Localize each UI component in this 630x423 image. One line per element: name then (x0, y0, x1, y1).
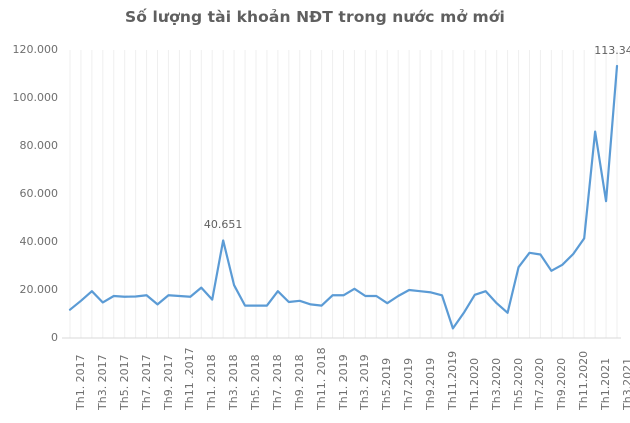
y-axis-tick-label: 120.000 (12, 43, 59, 56)
x-axis-tick-label: Th1.2021 (599, 357, 613, 410)
y-axis-tick-label: 20.000 (19, 283, 59, 296)
x-axis-tick-label: Th7. 2017 (139, 354, 153, 410)
x-axis-tick-label: Th9.2020 (555, 357, 569, 410)
x-axis-tick-label: Th3. 2018 (227, 354, 241, 410)
data-point-label: 40.651 (203, 218, 243, 232)
x-axis-tick-label: Th1. 2019 (336, 354, 350, 410)
x-axis-tick-label: Th7.2019 (402, 357, 416, 410)
x-axis-tick-label: Th5. 2017 (117, 354, 131, 410)
x-axis-tick-label: Th7.2020 (533, 357, 547, 410)
x-axis-tick-label: Th9. 2017 (161, 354, 175, 410)
x-axis-tick-label: Th11.2020 (577, 350, 591, 410)
x-axis-tick-label: Th11.2019 (445, 350, 459, 410)
x-axis-tick-label: Th3.2021 (621, 357, 630, 410)
y-axis-tick-label: 0 (51, 331, 58, 344)
vertical-gridlines (69, 50, 618, 338)
x-axis-tick-label: Th5.2019 (380, 357, 394, 410)
x-axis-tick-label: Th1. 2018 (205, 354, 219, 410)
x-axis-tick-label: Th3. 2019 (358, 354, 372, 410)
x-axis-tick-label: Th5. 2018 (249, 354, 263, 410)
y-axis-tick-label: 80.000 (19, 139, 59, 152)
x-axis-tick-label: Th9.2019 (424, 357, 438, 410)
y-axis-tick-label: 40.000 (19, 235, 59, 248)
data-series-line (68, 64, 619, 330)
x-axis-tick-label: Th3. 2017 (95, 354, 109, 410)
y-axis-tick-label: 60.000 (19, 187, 59, 200)
x-axis-tick-label: Th7. 2018 (270, 354, 284, 410)
x-axis-tick-label: Th3.2020 (489, 357, 503, 410)
x-axis-tick-label: Th11. 2018 (314, 347, 328, 410)
y-axis-tick-label: 100.000 (12, 91, 59, 104)
x-axis-tick-label: Th11 .2017 (183, 347, 197, 410)
x-axis-tick-label: Th1. 2017 (74, 354, 87, 410)
chart-title: Số lượng tài khoản NĐT trong nước mở mới (125, 8, 505, 26)
x-axis-tick-label: Th1.2020 (467, 357, 481, 410)
x-axis-tick-label: Th5.2020 (511, 357, 525, 410)
x-axis-tick-label: Th9. 2018 (292, 354, 306, 410)
data-point-label: 113.340 (594, 43, 630, 57)
